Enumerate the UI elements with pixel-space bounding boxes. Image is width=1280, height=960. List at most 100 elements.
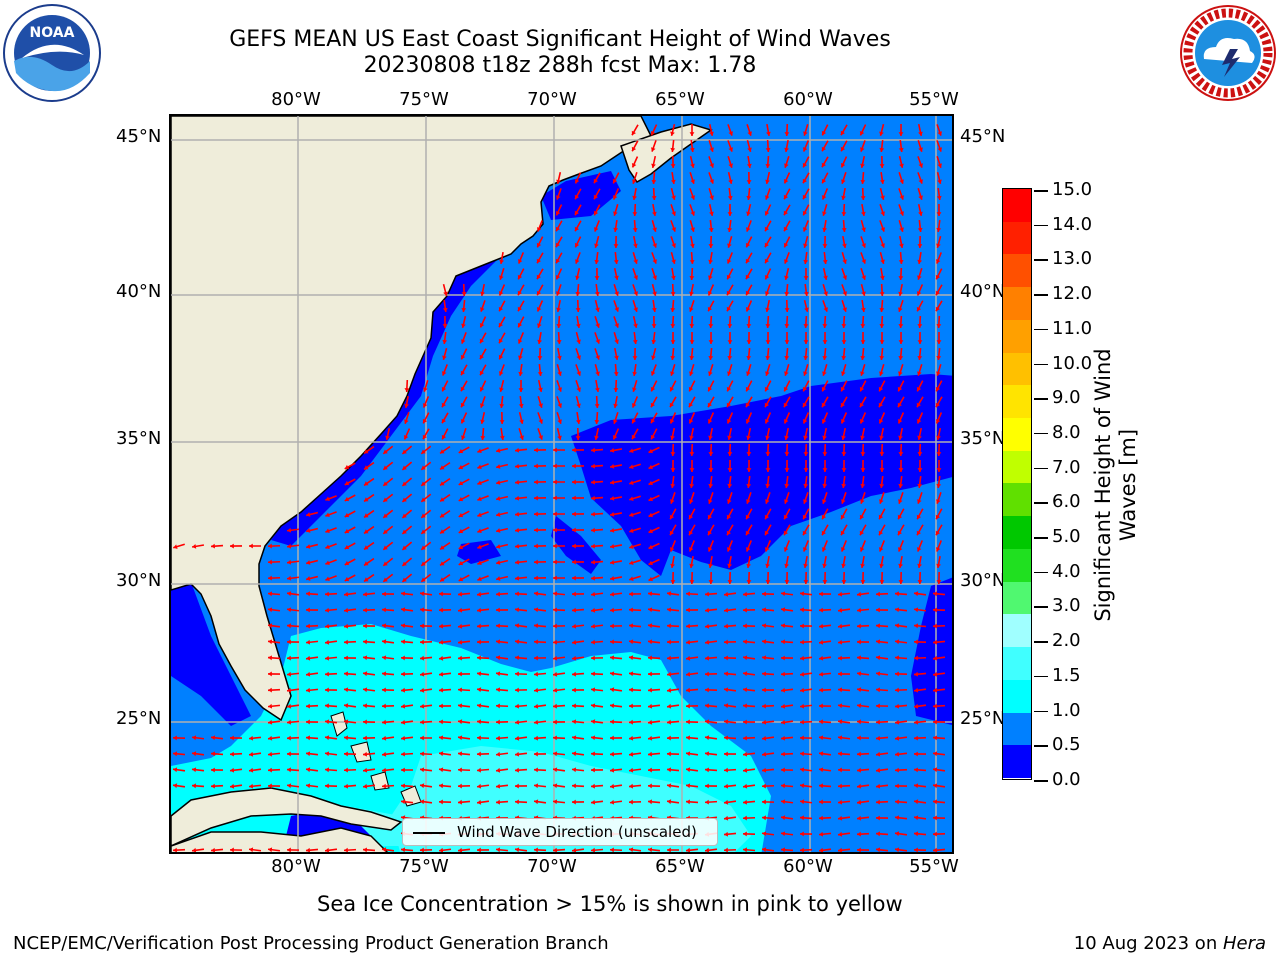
wave-direction-arrowhead — [707, 514, 713, 520]
wave-direction-arrowhead — [879, 292, 885, 296]
wave-direction-arrowhead — [401, 799, 406, 805]
wave-direction-arrowhead — [895, 735, 900, 741]
wave-direction-arrowhead — [421, 449, 426, 454]
wave-direction-arrowhead — [650, 371, 656, 376]
wave-direction-arrowhead — [496, 623, 500, 629]
wave-direction-arrowhead — [629, 528, 634, 533]
wave-direction-arrowhead — [933, 623, 937, 629]
wave-direction-arrowhead — [933, 719, 937, 725]
wave-direction-arrowhead — [765, 148, 771, 152]
lon-label: 75°W — [399, 89, 449, 110]
wave-direction-arrowhead — [325, 767, 330, 773]
wave-direction-arrowhead — [534, 623, 539, 629]
wave-direction-arrowhead — [671, 259, 676, 264]
wave-direction-arrowhead — [572, 575, 576, 581]
wave-direction-arrowhead — [781, 719, 786, 725]
wave-direction-arrowhead — [572, 479, 576, 485]
colorbar-tick-label: 13.0 — [1052, 248, 1093, 270]
wave-direction-arrowhead — [518, 371, 524, 376]
wave-direction-arrowhead — [230, 543, 234, 549]
wave-direction-arrowhead — [745, 402, 750, 408]
wave-direction-arrowhead — [477, 591, 482, 597]
wave-direction-arrowhead — [821, 386, 827, 392]
wave-direction-arrowhead — [895, 671, 899, 677]
wave-direction-arrowhead — [708, 483, 714, 488]
wave-direction-arrowhead — [632, 195, 637, 200]
wave-direction-arrowhead — [897, 419, 903, 424]
wave-direction-arrowhead — [935, 530, 941, 536]
wave-direction-arrowhead — [667, 639, 671, 645]
wave-direction-arrowhead — [803, 291, 809, 296]
footer-date: 10 Aug 2023 on Hera — [1074, 933, 1266, 954]
wave-direction-arrowhead — [669, 514, 675, 520]
wave-direction-arrowhead — [477, 735, 481, 741]
wave-direction-arrowhead — [838, 815, 843, 821]
map-canvas — [171, 116, 952, 852]
wave-direction-arrowhead — [364, 497, 369, 502]
wave-direction-arrowhead — [857, 847, 861, 852]
wave-direction-arrowhead — [898, 483, 904, 488]
wave-direction-arrowhead — [651, 307, 657, 312]
wave-direction-arrowhead — [477, 719, 482, 725]
wave-direction-arrowhead — [364, 449, 369, 454]
wave-direction-arrowhead — [344, 703, 349, 709]
wave-direction-arrowhead — [591, 719, 596, 725]
wave-direction-arrowhead — [534, 703, 539, 709]
wave-direction-arrowhead — [879, 468, 885, 472]
wave-direction-arrowhead — [895, 719, 900, 725]
wave-direction-arrowhead — [553, 607, 557, 613]
wave-direction-arrowhead — [803, 355, 809, 360]
wave-direction-arrowhead — [595, 323, 600, 328]
wave-direction-arrowhead — [610, 639, 614, 645]
wave-direction-arrowhead — [553, 543, 557, 549]
wave-direction-arrowhead — [841, 435, 846, 440]
wave-direction-arrowhead — [632, 356, 638, 360]
wave-direction-arrowhead — [936, 580, 942, 584]
wave-direction-arrowhead — [879, 483, 885, 488]
wave-direction-arrowhead — [479, 354, 484, 360]
wave-direction-arrowhead — [591, 527, 595, 533]
wave-direction-arrowhead — [841, 483, 847, 488]
wave-direction-arrowhead — [553, 559, 557, 565]
lat-label: 40°N — [960, 281, 1006, 302]
wave-direction-arrowhead — [572, 687, 576, 693]
wave-direction-arrowhead — [268, 543, 272, 549]
wave-direction-arrowhead — [764, 195, 770, 200]
wave-direction-arrowhead — [822, 563, 827, 568]
wave-direction-arrowhead — [496, 671, 501, 677]
wave-direction-arrowhead — [461, 323, 466, 328]
wave-direction-arrowhead — [783, 530, 789, 536]
wave-direction-arrowhead — [553, 847, 557, 852]
wave-direction-arrowhead — [632, 227, 638, 232]
wave-direction-arrowhead — [917, 227, 923, 232]
wave-direction-arrowhead — [614, 355, 619, 360]
wave-direction-arrowhead — [762, 639, 767, 645]
wave-direction-arrowhead — [746, 195, 752, 200]
wave-direction-arrowhead — [857, 655, 861, 661]
land-nova-scotia — [620, 123, 713, 183]
wave-direction-arrowhead — [914, 591, 919, 597]
wave-direction-arrowhead — [861, 227, 866, 232]
wave-direction-arrowhead — [781, 799, 786, 805]
wave-direction-arrowhead — [458, 639, 463, 645]
colorbar-segment — [1003, 614, 1031, 648]
wave-direction-arrowhead — [648, 448, 654, 454]
wave-direction-arrowhead — [762, 607, 767, 613]
wave-direction-arrowhead — [821, 146, 827, 152]
wave-direction-arrowhead — [230, 767, 235, 773]
wave-direction-arrowhead — [876, 847, 881, 852]
wave-direction-arrowhead — [667, 799, 672, 805]
nws-logo — [1178, 3, 1278, 107]
wave-direction-arrowhead — [610, 655, 615, 661]
wave-direction-arrowhead — [917, 435, 922, 440]
wave-direction-arrowhead — [838, 591, 843, 597]
wave-direction-arrowhead — [784, 580, 790, 584]
wave-direction-arrowhead — [822, 580, 828, 584]
wave-direction-arrowhead — [917, 259, 923, 264]
wave-direction-arrowhead — [746, 483, 752, 488]
wave-direction-arrowhead — [610, 544, 615, 549]
wave-direction-arrowhead — [880, 243, 885, 248]
wave-direction-arrowhead — [822, 244, 828, 248]
wave-direction-arrowhead — [458, 560, 464, 566]
wave-direction-arrowhead — [401, 783, 405, 789]
